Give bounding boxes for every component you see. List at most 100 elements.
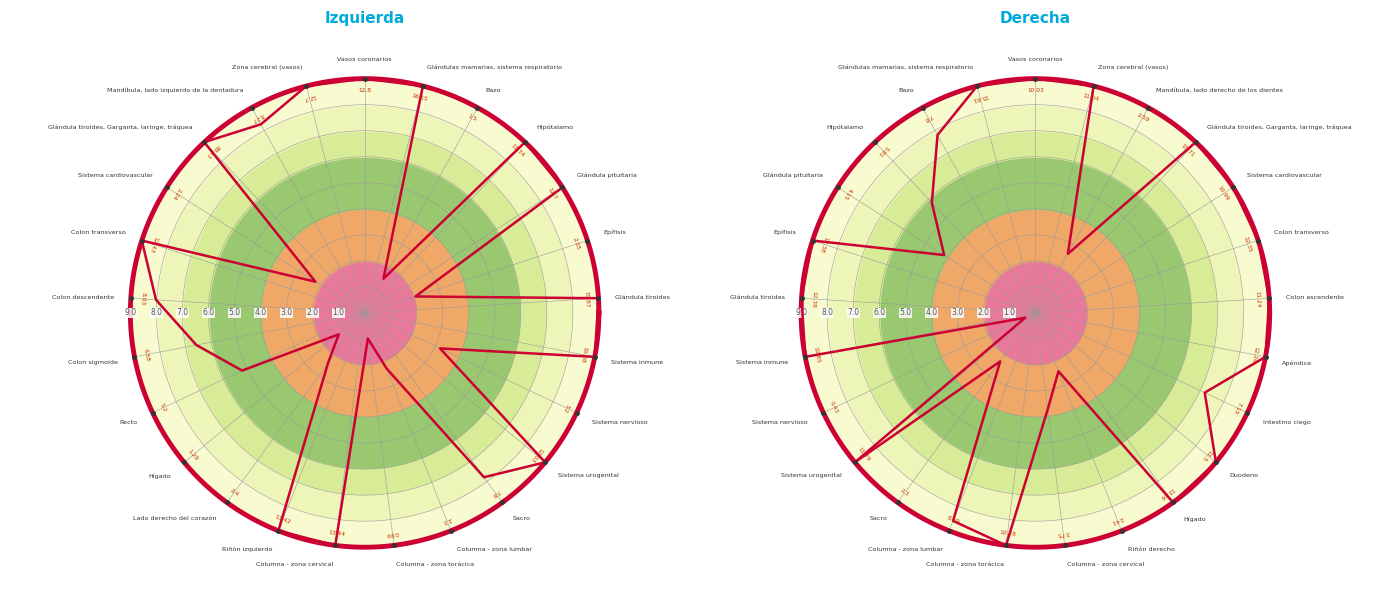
Text: Colon ascendente: Colon ascendente [1287, 295, 1344, 299]
Text: Hígado: Hígado [1183, 516, 1205, 521]
Text: 12.38: 12.38 [819, 235, 829, 253]
Text: 5.81: 5.81 [876, 145, 889, 157]
Text: Vasos coronarios: Vasos coronarios [337, 57, 392, 62]
Text: 6.0: 6.0 [203, 308, 214, 317]
Text: 12.7: 12.7 [302, 94, 316, 101]
Text: 13.42: 13.42 [274, 514, 291, 525]
Text: 10.08: 10.08 [580, 346, 587, 364]
Text: 8.0: 8.0 [822, 308, 833, 317]
Text: 3.0: 3.0 [280, 308, 293, 317]
Text: 5.2: 5.2 [160, 403, 168, 413]
Text: 13.44: 13.44 [328, 530, 346, 537]
Text: Bazo: Bazo [486, 88, 501, 93]
Text: Columna - zona lumbar: Columna - zona lumbar [458, 547, 532, 551]
Text: 8.03: 8.03 [140, 292, 146, 305]
Text: Glándula tiroides: Glándula tiroides [729, 295, 784, 299]
Text: Duodeno: Duodeno [1229, 473, 1259, 478]
Text: 11.5: 11.5 [1201, 448, 1212, 461]
Text: Intestino ciego: Intestino ciego [1263, 420, 1310, 425]
Text: 5.0: 5.0 [899, 308, 911, 317]
Text: 10.03: 10.03 [1028, 88, 1044, 93]
Text: Glándula pituitaria: Glándula pituitaria [763, 173, 823, 178]
Text: Sistema urogenital: Sistema urogenital [559, 473, 619, 478]
Text: Colon transverso: Colon transverso [1274, 230, 1329, 235]
Text: Glándula pituitaria: Glándula pituitaria [577, 173, 637, 178]
Text: 2.4: 2.4 [228, 488, 239, 498]
Text: 0.43: 0.43 [829, 401, 839, 415]
Text: Epífisis: Epífisis [603, 230, 626, 235]
Text: 5.0: 5.0 [228, 308, 241, 317]
Text: Mandíbula, lado izquierdo de la dentadura: Mandíbula, lado izquierdo de la dentadur… [108, 88, 244, 93]
Text: Vasos coronarios: Vasos coronarios [1008, 57, 1063, 62]
Text: 2.05: 2.05 [573, 237, 581, 251]
Text: 10.48: 10.48 [998, 530, 1016, 537]
Text: Epífisis: Epífisis [774, 230, 797, 235]
Text: 7.0: 7.0 [847, 308, 860, 317]
Text: 8.59: 8.59 [946, 515, 960, 524]
Text: Recto: Recto [119, 420, 137, 425]
Text: Hipótalamo: Hipótalamo [826, 124, 864, 130]
Title: Derecha: Derecha [1000, 11, 1071, 26]
Text: 12.35: 12.35 [1242, 235, 1252, 253]
Text: Sistema nervioso: Sistema nervioso [592, 420, 648, 425]
Text: 11.24: 11.24 [1254, 290, 1260, 307]
Text: Bazo: Bazo [899, 88, 914, 93]
Text: 1.29: 1.29 [188, 448, 199, 461]
Text: Sacro: Sacro [512, 516, 531, 521]
Text: 7.19: 7.19 [1232, 401, 1242, 415]
Text: Riñón derecho: Riñón derecho [1128, 547, 1175, 551]
Text: 12.39: 12.39 [811, 290, 816, 307]
Text: Lado derecho del corazón: Lado derecho del corazón [133, 516, 217, 521]
Text: Colon transverso: Colon transverso [71, 230, 126, 235]
Text: 7.0: 7.0 [176, 308, 189, 317]
Text: 12.03: 12.03 [529, 447, 543, 463]
Text: Hipótalamo: Hipótalamo [536, 124, 574, 130]
Text: Glándula tiroides, Garganta, laringe, tráquea: Glándula tiroides, Garganta, laringe, tr… [48, 124, 193, 130]
Text: Hígado: Hígado [148, 473, 171, 479]
Text: Columna - zona cervical: Columna - zona cervical [1067, 562, 1144, 567]
Text: 4.0: 4.0 [925, 308, 938, 317]
Text: Glándula tiroides: Glándula tiroides [616, 295, 671, 299]
Text: Colon sigmoide: Colon sigmoide [67, 360, 118, 365]
Text: 11.79: 11.79 [857, 447, 871, 463]
Text: 6.0: 6.0 [874, 308, 885, 317]
Text: 13.16: 13.16 [1158, 486, 1175, 500]
Text: 8.0: 8.0 [150, 308, 162, 317]
Text: Glándulas mamarias, sistema respiratorio: Glándulas mamarias, sistema respiratorio [837, 64, 973, 70]
Text: 8.27: 8.27 [251, 113, 265, 123]
Text: 10.85: 10.85 [813, 346, 820, 364]
Text: 11.04: 11.04 [1082, 93, 1099, 102]
Text: Riñón izquierdo: Riñón izquierdo [221, 547, 272, 552]
Text: 2.59: 2.59 [1135, 113, 1149, 123]
Text: 1.0: 1.0 [333, 308, 344, 317]
Text: 15.87: 15.87 [584, 290, 589, 307]
Text: 9.0: 9.0 [125, 308, 136, 317]
Title: Izquierda: Izquierda [325, 11, 405, 26]
Text: Sacro: Sacro [869, 516, 888, 521]
Text: 12.26: 12.26 [1250, 346, 1259, 363]
Text: Glándulas mamarias, sistema respiratorio: Glándulas mamarias, sistema respiratorio [427, 64, 563, 70]
Text: Colon descendente: Colon descendente [52, 295, 113, 299]
Text: 7.8: 7.8 [923, 113, 934, 122]
Text: Sistema cardiovascular: Sistema cardiovascular [77, 173, 153, 178]
Text: 1.5: 1.5 [466, 113, 477, 122]
Text: 2.0: 2.0 [977, 308, 990, 317]
Text: Sistema urogenital: Sistema urogenital [781, 473, 841, 478]
Text: 88.13: 88.13 [204, 143, 220, 158]
Text: 15.71: 15.71 [1180, 143, 1196, 158]
Text: 9.0: 9.0 [795, 308, 808, 317]
Text: Sistema nervioso: Sistema nervioso [752, 420, 808, 425]
Text: 16.15: 16.15 [412, 93, 428, 102]
Text: 12.7: 12.7 [547, 187, 559, 200]
Text: 4.15: 4.15 [841, 187, 853, 200]
Text: Columna - zona torácica: Columna - zona torácica [396, 562, 475, 567]
Text: 1.0: 1.0 [1004, 308, 1015, 317]
Text: 11.34: 11.34 [510, 143, 525, 158]
Text: 2.3: 2.3 [441, 516, 452, 524]
Text: Zona cerebral (vasos): Zona cerebral (vasos) [232, 65, 302, 70]
Text: Columna - zona cervical: Columna - zona cervical [256, 562, 333, 567]
Text: Sistema cardiovascular: Sistema cardiovascular [1247, 173, 1323, 178]
Text: Columna - zona torácica: Columna - zona torácica [925, 562, 1004, 567]
Text: 0.99: 0.99 [386, 530, 399, 537]
Text: Apéndice: Apéndice [1282, 360, 1312, 365]
